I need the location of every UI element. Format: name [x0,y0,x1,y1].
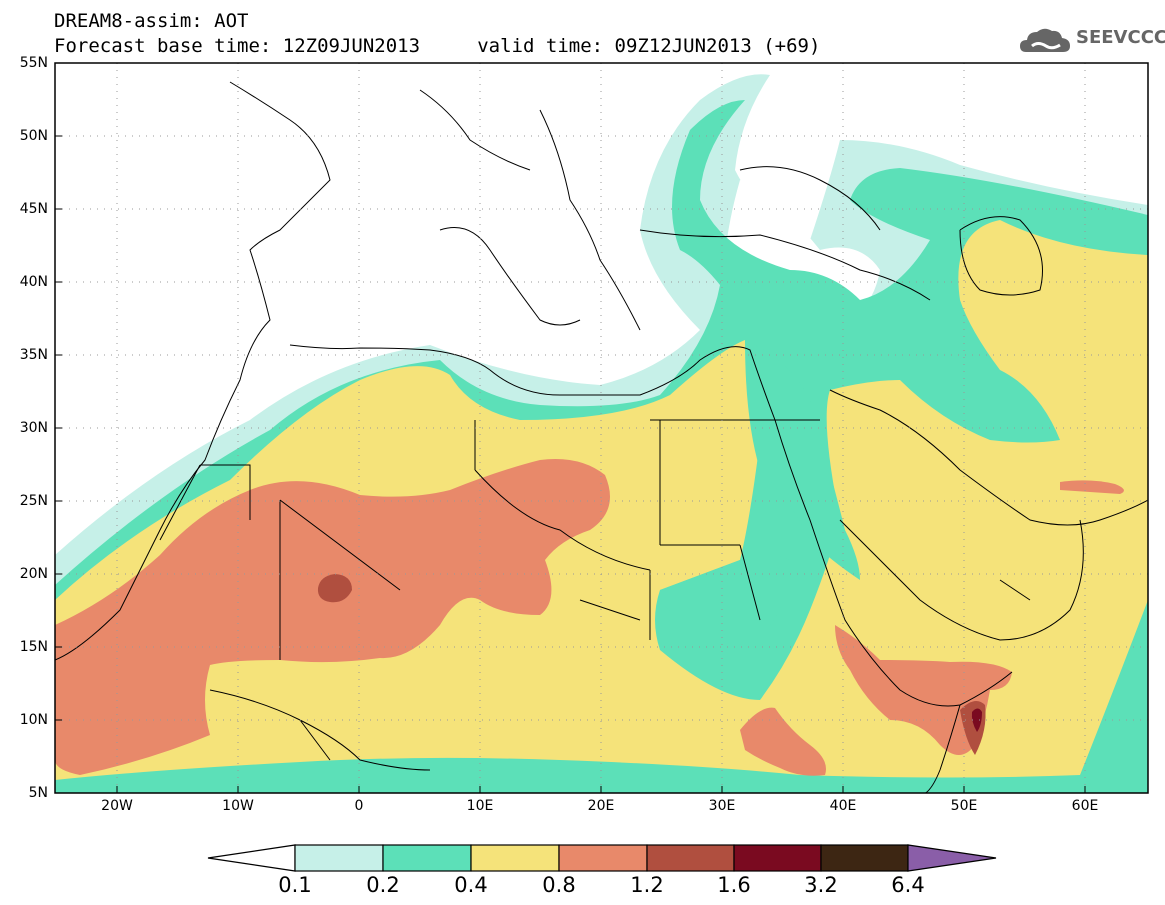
lat-label: 20N [19,566,48,582]
lat-label: 50N [19,128,48,144]
colorbar-label: 0.4 [454,873,488,897]
lon-label: 20E [587,798,615,814]
title-line-1: DREAM8-assim: AOT [54,10,249,32]
colorbar-label: 3.2 [804,873,838,897]
logo-text: SEEVCCC [1076,27,1165,48]
colorbar-box-4 [646,844,735,872]
lon-label: 30E [708,798,736,814]
colorbar-box-0 [294,844,384,872]
colorbar-label: 0.2 [366,873,400,897]
lat-label: 25N [19,493,48,509]
lon-label: 20W [101,798,133,814]
colorbar-box-1 [382,844,472,872]
axis-ticks [55,135,1086,793]
colorbar-box-5 [733,844,822,872]
seevccc-cloud-logo-icon [1020,28,1070,52]
lat-label: 5N [28,785,48,801]
colorbar-label: 1.6 [717,873,751,897]
colorbar-box-2 [470,844,560,872]
colorbar-below-triangle [207,844,296,872]
colorbar-label: 1.2 [630,873,664,897]
aot-0-2-red-sea [745,340,860,580]
colorbar-above-triangle [907,844,997,872]
lat-label: 55N [19,55,48,71]
lon-label: 0 [354,798,364,814]
title-line-2: Forecast base time: 12Z09JUN2013 valid t… [54,35,821,57]
colorbar-label: 0.1 [278,873,312,897]
lat-label: 45N [19,201,48,217]
coastlines [55,81,1148,793]
lat-label: 35N [19,347,48,363]
aot-0-8-sahara [55,459,610,775]
aot-1-2-mali [317,574,352,603]
colorbar-box-6 [820,844,909,872]
lat-label: 10N [19,712,48,728]
colorbar-label: 6.4 [891,873,925,897]
aot-0-2-east-africa [660,555,790,625]
aot-0-8-south-sudan [740,707,826,776]
lat-label: 30N [19,420,48,436]
colorbar-label: 0.8 [542,873,576,897]
aot-1-6-somalia [971,708,982,732]
aot-0-8-gulf [1060,480,1124,494]
lon-label: 60E [1071,798,1099,814]
colorbar [207,844,997,872]
lat-label: 15N [19,639,48,655]
aot-contours [55,74,1148,793]
colorbar-box-3 [558,844,648,872]
lat-label: 40N [19,274,48,290]
lon-label: 10W [222,798,254,814]
lon-label: 10E [466,798,494,814]
graticule [55,63,1148,793]
lon-label: 40E [829,798,857,814]
lon-label: 50E [950,798,978,814]
